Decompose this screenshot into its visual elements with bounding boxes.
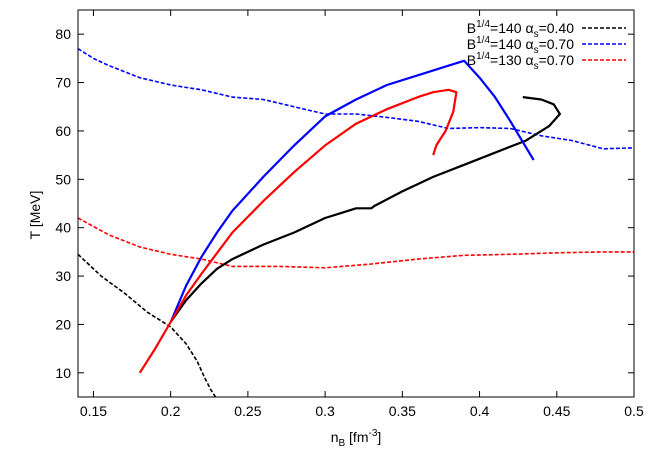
legend-label: B1/4=130 αs=0.70 (467, 51, 574, 72)
y-tick-label: 60 (55, 123, 71, 139)
legend-label: B1/4=140 αs=0.40 (467, 19, 574, 40)
y-axis-label: T [MeV] (27, 191, 43, 240)
x-tick-label: 0.35 (389, 403, 416, 419)
series-line-5 (138, 88, 458, 374)
y-tick-label: 20 (55, 316, 71, 332)
y-tick-label: 80 (55, 26, 71, 42)
y-tick-label: 30 (55, 268, 71, 284)
x-tick-label: 0.5 (624, 403, 644, 419)
x-tick-label: 0.25 (234, 403, 261, 419)
y-tick-label: 50 (55, 171, 71, 187)
y-tick-label: 70 (55, 75, 71, 91)
series-line-3 (169, 96, 561, 323)
series-line-2 (78, 217, 634, 269)
x-axis-label: nB [fm-3] (331, 428, 382, 449)
series-line-4 (169, 59, 535, 323)
x-tick-label: 0.45 (543, 403, 570, 419)
y-tick-label: 40 (55, 220, 71, 236)
series-line-0 (78, 253, 217, 397)
x-tick-label: 0.2 (161, 403, 181, 419)
legend-label: B1/4=140 αs=0.70 (467, 35, 574, 56)
x-tick-label: 0.15 (80, 403, 107, 419)
x-tick-label: 0.3 (315, 403, 335, 419)
x-tick-label: 0.4 (470, 403, 490, 419)
ticks-layer: 0.15 0.2 0.25 0.3 0.35 0.4 0.45 0.5 10 20 30 40 50 60… (55, 10, 644, 419)
series-layer (78, 48, 634, 397)
y-tick-label: 10 (55, 365, 71, 381)
plot-frame (77, 9, 635, 398)
